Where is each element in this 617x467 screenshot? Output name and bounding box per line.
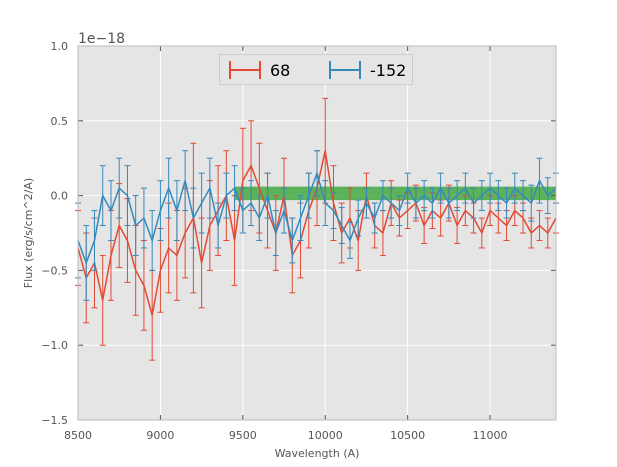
legend-swatch-68	[228, 59, 262, 81]
highlight-band	[234, 186, 556, 201]
legend-swatch-152	[328, 59, 362, 81]
axes-frame	[77, 45, 557, 421]
legend: 68 -152	[219, 54, 413, 85]
y-tick-label: 1.0	[51, 40, 69, 53]
y-tick-label: 0.0	[51, 190, 69, 203]
x-tick-label: 10500	[390, 429, 425, 442]
y-tick-label: −1.5	[41, 414, 68, 427]
x-tick-label: 9000	[146, 429, 174, 442]
x-axis-label: Wavelength (A)	[275, 447, 360, 460]
offset-label: 1e−18	[78, 31, 125, 47]
y-tick-label: −0.5	[41, 264, 68, 277]
band-layer	[234, 186, 556, 201]
x-tick-label: 11000	[473, 429, 508, 442]
legend-item-68: 68	[228, 59, 290, 81]
y-tick-label: −1.0	[41, 339, 68, 352]
y-axis-label: Flux (erg/s/cm^2/A)	[22, 178, 35, 288]
series-layer	[75, 97, 559, 361]
legend-item-152: -152	[328, 59, 406, 81]
x-tick-label: 9500	[229, 429, 257, 442]
x-tick-label: 10000	[308, 429, 343, 442]
legend-label-152: -152	[370, 60, 407, 80]
legend-label-68: 68	[270, 60, 291, 80]
ticks-layer: 8500 9000 9500 10000 10500 11000 −1.5 −1.0 −0.5 0…	[41, 40, 557, 442]
y-tick-label: 0.5	[51, 115, 69, 128]
x-tick-label: 8500	[64, 429, 92, 442]
series-1	[75, 150, 559, 301]
